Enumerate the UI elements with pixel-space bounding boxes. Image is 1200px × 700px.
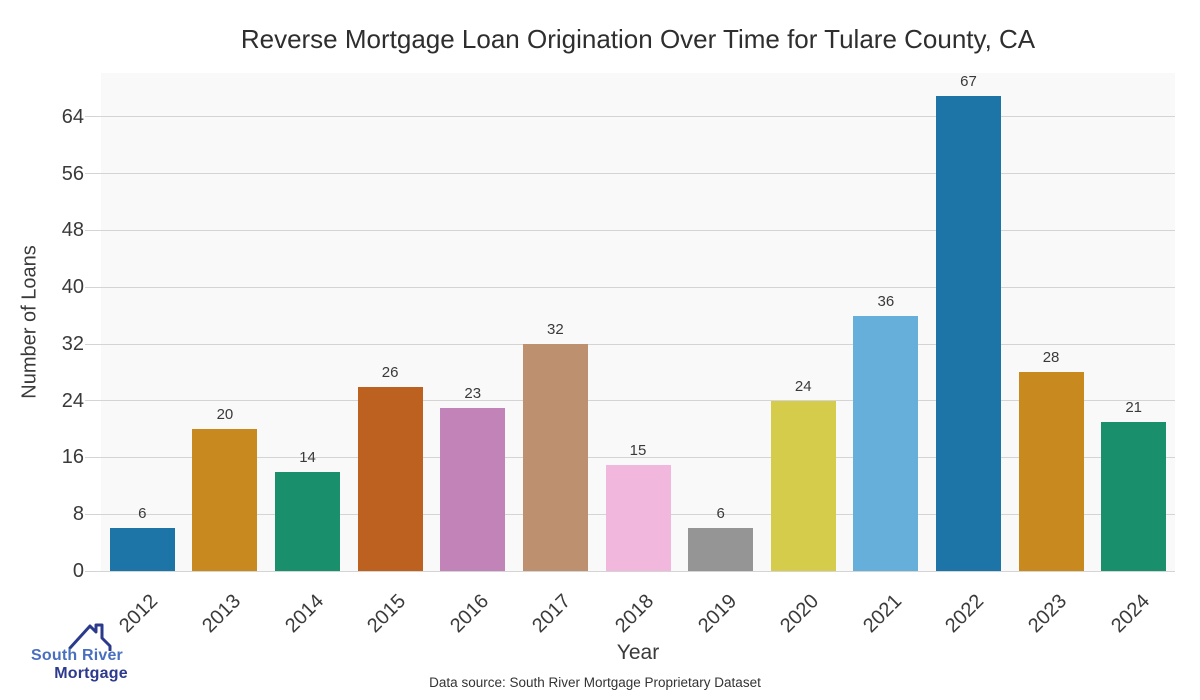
x-tick-text: 2023	[1024, 590, 1072, 638]
bar-value-label-2018: 15	[629, 441, 647, 459]
gridline-y-24	[85, 400, 1175, 402]
bar-2016	[440, 407, 506, 571]
bar-value-label-2023: 28	[1042, 349, 1060, 367]
bar-2012	[109, 528, 175, 571]
bar-value-label-2015: 26	[381, 363, 399, 381]
logo-text-mortgage: Mortgage	[54, 665, 128, 682]
y-tick-label-24: 24	[61, 389, 84, 412]
house-roof-icon	[68, 623, 112, 651]
bar-2019	[688, 528, 754, 571]
bar-value-label-2024: 21	[1125, 399, 1143, 417]
gridline-y-48	[85, 230, 1175, 231]
x-tick-text: 2013	[198, 590, 246, 638]
bar-2021	[853, 315, 919, 571]
bar-2017	[522, 344, 588, 571]
south-river-mortgage-logo: South River Mortgage	[18, 620, 138, 698]
x-tick-text: 2015	[363, 590, 411, 638]
x-tick-text: 2018	[611, 590, 659, 638]
data-source-caption: Data source: South River Mortgage Propri…	[429, 675, 761, 690]
bar-value-label-2012: 6	[138, 505, 147, 523]
bar-2022	[935, 95, 1001, 571]
x-tick-text: 2014	[280, 590, 328, 638]
bar-value-label-2013: 20	[216, 406, 234, 424]
gridline-y-0	[85, 570, 1175, 572]
gridline-y-64	[85, 116, 1175, 118]
x-tick-text: 2016	[445, 590, 493, 638]
y-tick-label-0: 0	[72, 560, 84, 582]
bar-value-label-2014: 14	[299, 448, 316, 466]
y-tick-label-56: 56	[61, 162, 84, 185]
gridline-y-16	[85, 457, 1175, 458]
x-tick-text: 2022	[941, 590, 989, 638]
bar-2013	[192, 429, 258, 571]
y-axis-title: Number of Loans	[18, 245, 41, 399]
x-axis-title: Year	[616, 641, 660, 664]
y-tick-label-40: 40	[61, 276, 84, 299]
logo-text-south-river: South River	[31, 647, 123, 664]
bar-2014	[275, 471, 341, 571]
bar-2020	[770, 400, 836, 571]
chart-title: Reverse Mortgage Loan Origination Over T…	[240, 24, 1036, 54]
bar-2023	[1018, 372, 1084, 571]
y-tick-label-32: 32	[61, 332, 84, 355]
bar-value-label-2017: 32	[547, 321, 564, 338]
bar-value-label-2019: 6	[716, 505, 725, 523]
x-tick-text: 2019	[693, 590, 741, 638]
bar-value-label-2022: 67	[960, 72, 977, 90]
x-tick-text: 2020	[776, 590, 824, 638]
x-tick-text: 2024	[1106, 590, 1154, 638]
bar-2015	[357, 386, 423, 571]
y-tick-label-64: 64	[61, 105, 84, 128]
bar-value-label-2020: 24	[794, 377, 812, 395]
y-tick-label-16: 16	[61, 446, 84, 469]
gridline-y-56	[85, 173, 1175, 175]
bar-value-label-2016: 23	[464, 384, 482, 402]
gridline-y-40	[85, 286, 1175, 288]
bar-2024	[1101, 422, 1167, 571]
plot-area: 6 20 14 26 23 32 15 6 24 36 67 28 21	[85, 72, 1175, 572]
y-tick-label-48: 48	[61, 219, 84, 242]
x-tick-text: 2021	[858, 590, 907, 638]
x-tick-text: 2017	[528, 590, 576, 638]
bar-value-label-2021: 36	[877, 292, 895, 310]
bar-2018	[605, 464, 671, 571]
y-tick-label-8: 8	[72, 503, 84, 526]
gridline-y-32	[85, 343, 1175, 345]
